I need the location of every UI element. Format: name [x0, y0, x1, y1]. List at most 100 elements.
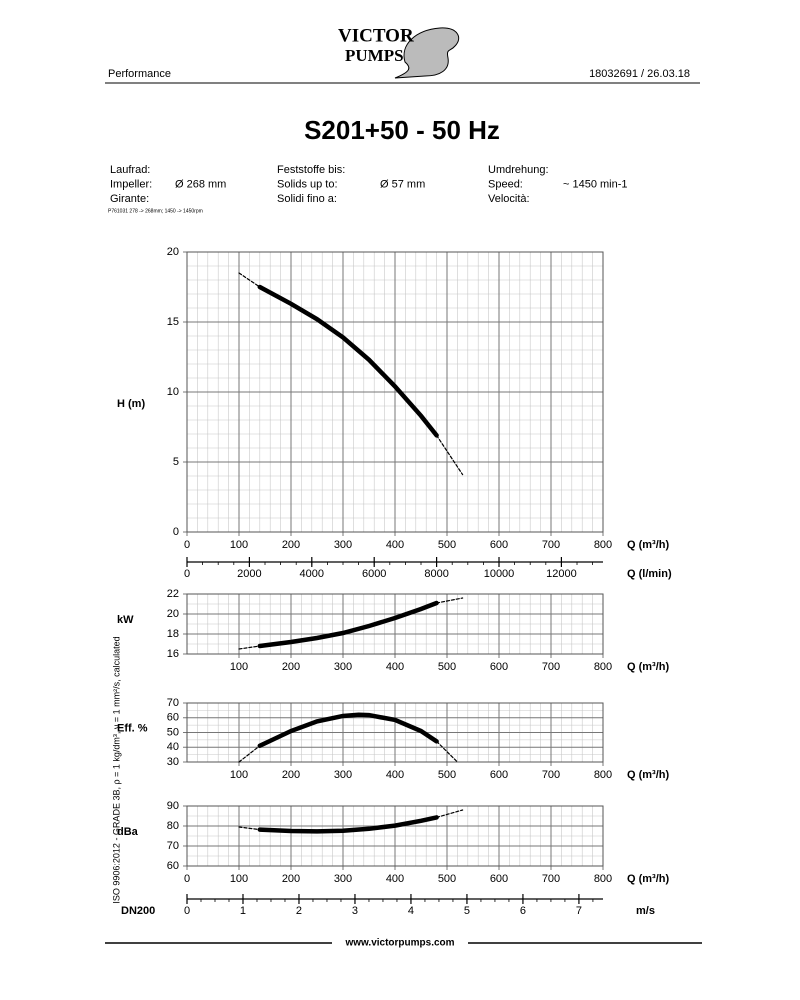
spec-label: Girante: — [110, 193, 149, 205]
x-tick-label: 500 — [438, 873, 456, 885]
y-tick-label: 50 — [167, 726, 179, 738]
y-tick-label: 70 — [167, 840, 179, 852]
curve — [238, 809, 464, 831]
x-tick-label: 3 — [352, 905, 358, 917]
spec-label: Feststoffe bis: — [277, 164, 345, 176]
y-tick-label: 18 — [167, 628, 179, 640]
x-tick-label: 600 — [490, 769, 508, 781]
spec-label: Solidi fino a: — [277, 193, 337, 205]
spec-label: Umdrehung: — [488, 164, 549, 176]
x-tick-label: 4 — [408, 905, 414, 917]
x-tick-label: 400 — [386, 539, 404, 551]
logo: VICTOR PUMPS — [338, 25, 460, 79]
curve — [257, 284, 439, 438]
spec-label: Speed: — [488, 178, 523, 190]
spec-value: Ø 57 mm — [380, 178, 425, 190]
x-tick-label: 100 — [230, 539, 248, 551]
x-tick-label: 600 — [490, 539, 508, 551]
curve — [257, 600, 439, 649]
x-tick-label: 700 — [542, 769, 560, 781]
curve — [238, 597, 464, 650]
y-tick-label: 70 — [167, 697, 179, 709]
header-right: 18032691 / 26.03.18 — [589, 68, 690, 80]
x-tick-label: 500 — [438, 769, 456, 781]
side-note: ISO 9906:2012 - GRADE 3B, ρ = 1 kg/dm³, … — [111, 636, 121, 903]
x-tick-label: 100 — [230, 661, 248, 673]
x-tick-label: 2000 — [237, 568, 261, 580]
x-tick-label: 6000 — [362, 568, 386, 580]
y-axis-label: Eff. % — [117, 722, 148, 734]
x-tick-label: 300 — [334, 769, 352, 781]
y-tick-label: 30 — [167, 756, 179, 768]
x-tick-label: 700 — [542, 661, 560, 673]
x-axis-label: Q (m³/h) — [627, 661, 669, 673]
x-tick-label: 0 — [184, 873, 190, 885]
x-tick-label: 4000 — [300, 568, 324, 580]
x-tick-label: 300 — [334, 873, 352, 885]
header-left: Performance — [108, 68, 171, 80]
x-axis-label: Q (m³/h) — [627, 873, 669, 885]
x-tick-label: 600 — [490, 873, 508, 885]
curve — [238, 740, 458, 763]
plot-frame — [186, 251, 604, 533]
x-tick-label: 10000 — [484, 568, 515, 580]
title: S201+50 - 50 Hz — [304, 115, 500, 145]
spec-label: Laufrad: — [110, 164, 150, 176]
x-tick-label: 800 — [594, 539, 612, 551]
y-tick-label: 22 — [167, 588, 179, 600]
spec-value: Ø 268 mm — [175, 178, 226, 190]
spec-label: Velocità: — [488, 193, 530, 205]
x-tick-label: 200 — [282, 873, 300, 885]
x-tick-label: 800 — [594, 769, 612, 781]
x-tick-label: 0 — [184, 905, 190, 917]
x-tick-label: 800 — [594, 873, 612, 885]
x-tick-label: 200 — [282, 539, 300, 551]
y-axis-label: dBa — [117, 826, 139, 838]
x-tick-label: 12000 — [546, 568, 577, 580]
x-tick-label: 2 — [296, 905, 302, 917]
x-tick-label: 5 — [464, 905, 470, 917]
x-tick-label: 700 — [542, 539, 560, 551]
x-tick-label: 1 — [240, 905, 246, 917]
logo-mark — [394, 27, 460, 79]
x-tick-label: 200 — [282, 661, 300, 673]
y-tick-label: 20 — [167, 608, 179, 620]
y-tick-label: 0 — [173, 526, 179, 538]
plot-frame — [186, 593, 604, 655]
y-axis-label: H (m) — [117, 398, 145, 410]
y-tick-label: 60 — [167, 712, 179, 724]
x-tick-label: 400 — [386, 873, 404, 885]
spec-label: Impeller: — [110, 178, 152, 190]
x-axis-label: Q (m³/h) — [627, 539, 669, 551]
plot-frame — [186, 805, 604, 867]
x-tick-label: 7 — [576, 905, 582, 917]
x-tick-label: 8000 — [424, 568, 448, 580]
logo-text: PUMPS — [345, 46, 404, 65]
y-tick-label: 80 — [167, 820, 179, 832]
x-axis-label: m/s — [636, 905, 655, 917]
x-tick-label: 200 — [282, 769, 300, 781]
plot-frame — [186, 702, 604, 763]
curve — [238, 272, 464, 476]
x-axis-label: Q (l/min) — [627, 568, 672, 580]
x-tick-label: 500 — [438, 661, 456, 673]
y-axis-label: kW — [117, 614, 134, 626]
x-tick-label: 400 — [386, 661, 404, 673]
y-tick-label: 60 — [167, 860, 179, 872]
y-tick-label: 5 — [173, 456, 179, 468]
y-tick-label: 90 — [167, 800, 179, 812]
x-tick-label: 300 — [334, 539, 352, 551]
x-tick-label: 800 — [594, 661, 612, 673]
x-tick-label: 600 — [490, 661, 508, 673]
y-axis-label: DN200 — [121, 905, 155, 917]
curve — [257, 815, 439, 834]
spec-value: ~ 1450 min-1 — [563, 178, 628, 190]
note: P761031 278 -> 268mm; 1450 -> 1450rpm — [108, 208, 203, 214]
x-tick-label: 100 — [230, 769, 248, 781]
curve — [257, 712, 439, 749]
x-tick-label: 0 — [184, 539, 190, 551]
x-tick-label: 0 — [184, 568, 190, 580]
footer: www.victorpumps.com — [344, 938, 454, 949]
spec-label: Solids up to: — [277, 178, 338, 190]
